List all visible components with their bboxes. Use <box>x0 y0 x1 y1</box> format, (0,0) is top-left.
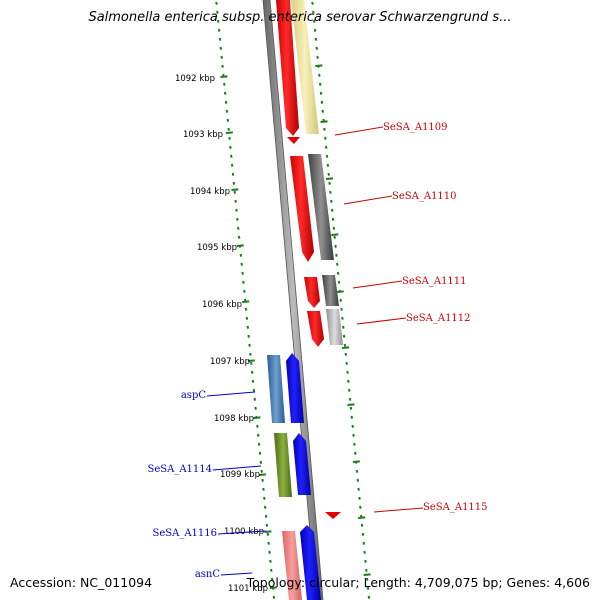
gene-leader-line <box>334 126 384 136</box>
gene-box-yellow[interactable] <box>291 0 319 134</box>
gene-arrow-small-red[interactable] <box>287 137 300 144</box>
gene-arrow-sesa-a1110-red[interactable] <box>290 156 314 262</box>
kbp-label: 1097 kbp <box>210 357 250 367</box>
gene-leader-line <box>220 572 253 576</box>
gene-label-sesa-a1115[interactable]: SeSA_A1115 <box>423 502 488 513</box>
gene-labels: SeSA_A1109 SeSA_A1110 SeSA_A1111 SeSA_A1112… <box>147 122 487 580</box>
gene-leader-line <box>373 507 424 513</box>
topology-label: Topology: circular; Length: 4,709,075 bp… <box>246 575 590 590</box>
gene-arrow-asnc[interactable] <box>300 525 321 600</box>
gene-box-sesa-a1114[interactable] <box>274 433 292 497</box>
kbp-label: 1098 kbp <box>214 414 254 424</box>
gene-leader-line <box>212 465 262 471</box>
gene-label-aspc[interactable]: aspC <box>181 390 206 401</box>
gene-features <box>267 0 343 600</box>
kbp-label: 1093 kbp <box>183 130 223 140</box>
kbp-label: 1099 kbp <box>220 470 260 480</box>
gene-leader-line <box>217 530 267 535</box>
gene-label-sesa-a1109[interactable]: SeSA_A1109 <box>383 122 448 133</box>
genome-title: Salmonella enterica subsp. enterica sero… <box>88 10 512 25</box>
gene-box-sesa-a1112[interactable] <box>326 309 343 345</box>
gene-box-sesa-a1110[interactable] <box>308 154 334 260</box>
accession-label: Accession: NC_011094 <box>10 575 153 590</box>
gene-arrow-sesa-a1112-red[interactable] <box>307 311 324 347</box>
kbp-label: 1096 kbp <box>202 300 242 310</box>
gene-label-sesa-a1114[interactable]: SeSA_A1114 <box>147 464 212 475</box>
gene-label-sesa-a1116[interactable]: SeSA_A1116 <box>152 528 217 539</box>
gene-arrow-sesa-a1109[interactable] <box>276 0 299 136</box>
gene-leader-line <box>343 195 393 205</box>
kbp-label: 1092 kbp <box>175 74 215 84</box>
genome-backbone <box>262 0 324 600</box>
gene-leader-line <box>206 391 256 397</box>
kbp-label: 1095 kbp <box>197 243 237 253</box>
gene-arrow-sesa-a1115[interactable] <box>325 512 341 519</box>
gene-arrow-sesa-a1111-red[interactable] <box>304 277 320 308</box>
kbp-label: 1101 kbp <box>228 584 268 594</box>
gene-arrow-sesa-a1114[interactable] <box>293 433 311 495</box>
kbp-labels: 1092 kbp 1093 kbp 1094 kbp 1095 kbp 1096 kbp… <box>175 74 268 594</box>
gene-label-sesa-a1111[interactable]: SeSA_A1111 <box>402 276 467 287</box>
gene-label-sesa-a1110[interactable]: SeSA_A1110 <box>392 191 457 202</box>
tick-tracks <box>215 1 371 599</box>
gene-box-sesa-a1116[interactable] <box>282 531 302 600</box>
gene-leader-line <box>356 317 407 325</box>
kbp-label: 1094 kbp <box>190 187 230 197</box>
gene-box-sesa-a1111[interactable] <box>322 275 339 306</box>
gene-box-aspc[interactable] <box>267 355 285 423</box>
gene-label-asnc[interactable]: asnC <box>195 569 221 580</box>
gene-leader-line <box>352 280 403 289</box>
gene-arrow-aspc[interactable] <box>286 353 304 423</box>
gene-label-sesa-a1112[interactable]: SeSA_A1112 <box>406 313 471 324</box>
